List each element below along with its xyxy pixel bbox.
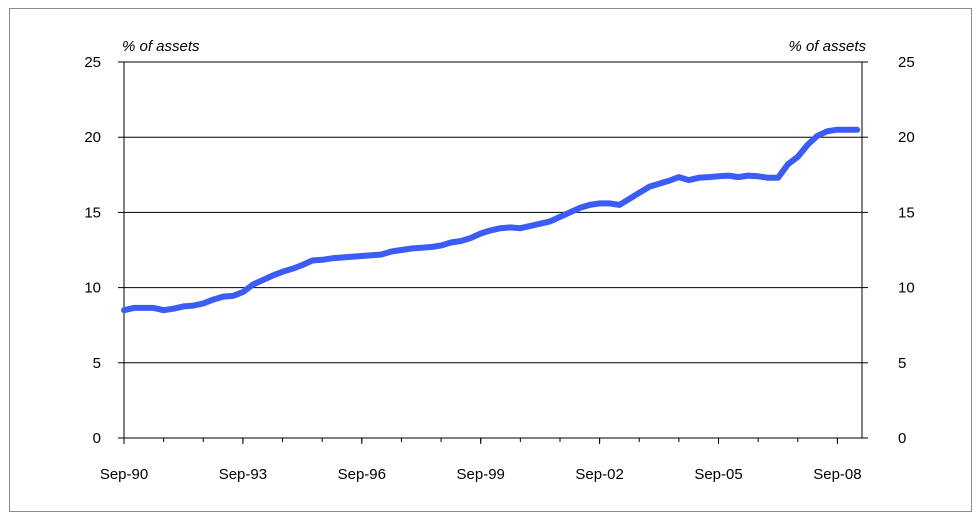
x-tick-label: Sep-93	[219, 466, 267, 483]
series-group	[121, 126, 861, 314]
x-tick-labels: Sep-90 Sep-93 Sep-96 Sep-99 Sep-02 Sep-05 Sep-…	[100, 438, 862, 483]
y-tick-label-left: 0	[93, 430, 101, 447]
gridlines	[124, 61, 862, 364]
y-tick-label-left: 20	[84, 129, 101, 146]
x-tick-label: Sep-99	[457, 466, 505, 483]
y-tick-label-left: 15	[84, 204, 101, 221]
y-tick-label-left: 10	[84, 280, 101, 297]
chart-frame	[9, 8, 972, 512]
y-tick-label-right: 15	[898, 204, 915, 221]
x-tick-label: Sep-02	[575, 466, 623, 483]
y-tick-labels-left: 0 5 10 15 20 25	[84, 54, 124, 447]
x-tick-label: Sep-90	[100, 466, 148, 483]
y-unit-label-right: % of assets	[788, 38, 866, 55]
y-tick-labels-right: 0 5 10 15 20 25	[862, 54, 915, 447]
y-tick-label-right: 20	[898, 129, 915, 146]
x-tick-label: Sep-96	[338, 466, 386, 483]
x-tick-label: Sep-05	[694, 466, 742, 483]
y-tick-label-right: 0	[898, 430, 906, 447]
x-tick-label: Sep-08	[813, 466, 861, 483]
y-tick-label-right: 25	[898, 54, 915, 71]
y-tick-label-left: 5	[93, 355, 101, 372]
y-unit-label-left: % of assets	[122, 38, 200, 55]
y-tick-label-right: 5	[898, 355, 906, 372]
y-tick-label-left: 25	[84, 54, 101, 71]
y-tick-label-right: 10	[898, 280, 915, 297]
series-line-0	[121, 126, 861, 314]
